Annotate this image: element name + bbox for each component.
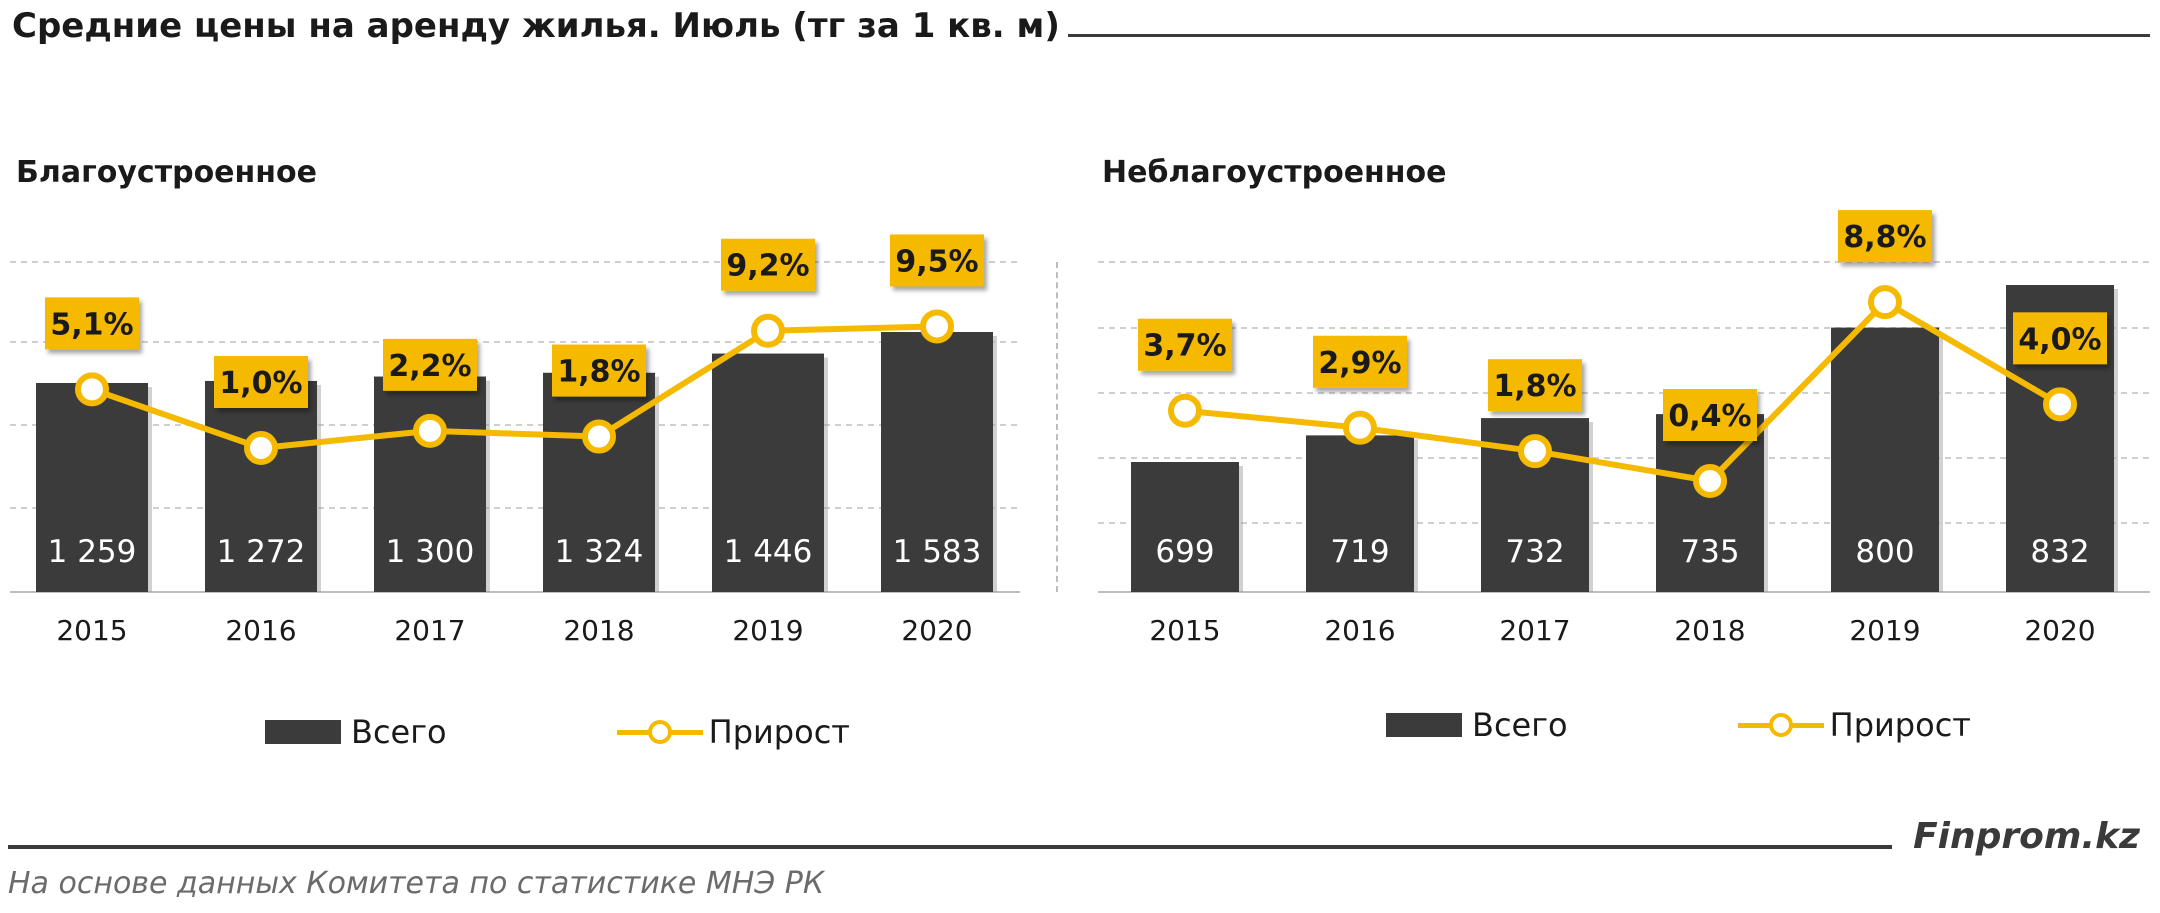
growth-label-badge — [2013, 312, 2107, 365]
bar-value-label: 1 446 — [724, 534, 813, 570]
brand-logo-text: Finprom.kz — [1913, 816, 2140, 857]
x-tick-label: 2015 — [1149, 614, 1220, 647]
x-tick-label: 2019 — [732, 614, 803, 647]
legend-bar-swatch — [265, 720, 341, 744]
legend-bar-label: Всего — [351, 713, 447, 751]
x-tick-label: 2020 — [2024, 614, 2095, 647]
growth-point — [413, 413, 447, 448]
x-tick-label: 2015 — [56, 614, 127, 647]
chart-panel-1: 1 259 2015 1 272 2016 1 300 2017 1 324 2018 1 44… — [10, 234, 1020, 647]
legend-line-label: Прирост — [1829, 706, 1971, 744]
growth-label-badge — [1138, 318, 1232, 371]
growth-point — [582, 419, 616, 454]
growth-label: 1,8% — [1493, 369, 1576, 404]
x-tick-label: 2020 — [901, 614, 972, 647]
growth-point — [920, 309, 954, 344]
growth-label: 9,2% — [726, 249, 809, 284]
growth-label-badge — [214, 356, 308, 408]
bar-value-label: 699 — [1155, 534, 1214, 570]
growth-label: 8,8% — [1843, 220, 1926, 255]
growth-label: 4,0% — [2018, 322, 2101, 357]
legend-right: Всего Прирост — [1386, 706, 1971, 744]
x-tick-label: 2017 — [394, 614, 465, 647]
x-tick-label: 2019 — [1849, 614, 1920, 647]
growth-label: 9,5% — [895, 244, 978, 279]
x-tick-label: 2016 — [225, 614, 296, 647]
bar-value-label: 1 272 — [217, 534, 306, 570]
growth-label-badge — [45, 297, 139, 350]
bar-value-label: 1 259 — [48, 534, 137, 570]
chart-main-title: Средние цены на аренду жилья. Июль (тг з… — [12, 6, 1060, 46]
legend-bar-swatch — [1386, 713, 1462, 737]
bar-2018 — [543, 372, 655, 592]
growth-label: 2,2% — [388, 349, 471, 384]
growth-label-badge — [383, 338, 477, 391]
x-tick-label: 2016 — [1324, 614, 1395, 647]
growth-point — [1343, 410, 1377, 445]
growth-label: 5,1% — [50, 307, 133, 342]
bar-2015 — [1131, 462, 1239, 592]
footer-rule — [8, 845, 1892, 849]
bar-2016 — [1306, 435, 1414, 592]
bar-value-label: 1 300 — [386, 534, 475, 570]
growth-label: 1,8% — [557, 355, 640, 390]
bar-value-label: 1 583 — [893, 534, 982, 570]
growth-point — [1868, 285, 1902, 320]
growth-line — [91, 323, 938, 451]
growth-line — [1184, 299, 2062, 484]
bar-2015 — [36, 383, 148, 592]
growth-label: 1,0% — [219, 366, 302, 401]
growth-label-badge — [552, 344, 646, 397]
x-tick-label: 2018 — [563, 614, 634, 647]
bar-value-label: 735 — [1680, 534, 1739, 570]
legend-line-label: Прирост — [708, 713, 850, 751]
growth-label: 3,7% — [1143, 329, 1226, 364]
panel-divider — [1056, 262, 1058, 592]
bar-value-label: 732 — [1505, 534, 1564, 570]
legend-line-swatch — [1737, 713, 1824, 737]
growth-point — [751, 313, 785, 348]
legend-bar-label: Всего — [1472, 706, 1568, 744]
x-tick-label: 2018 — [1674, 614, 1745, 647]
growth-label-badge — [890, 234, 984, 287]
x-tick-label: 2017 — [1499, 614, 1570, 647]
legend-line-swatch — [616, 720, 703, 744]
legend-left: Всего Прирост — [265, 713, 850, 751]
growth-label-badge — [1488, 359, 1582, 412]
bar-2019 — [1831, 327, 1939, 592]
bar-value-label: 832 — [2030, 534, 2089, 570]
growth-point — [1693, 464, 1727, 498]
bar-2016 — [205, 380, 317, 592]
title-rule — [1068, 34, 2150, 37]
growth-point — [75, 372, 109, 407]
growth-label: 2,9% — [1318, 346, 1401, 381]
growth-label-badge — [1313, 335, 1407, 388]
bar-2019 — [712, 353, 824, 592]
source-note: На основе данных Комитета по статистике … — [8, 866, 825, 901]
chart-panel-2: 699 2015 719 2016 732 2017 735 2018 800 2019 832 20… — [1098, 210, 2150, 647]
bar-2020 — [881, 332, 993, 592]
bar-value-label: 1 324 — [555, 534, 644, 570]
panel-title-right: Неблагоустроенное — [1102, 155, 1447, 190]
bar-value-label: 719 — [1330, 534, 1389, 570]
bar-value-label: 800 — [1855, 534, 1914, 570]
panel-title-left: Благоустроенное — [16, 155, 317, 190]
growth-label-badge — [721, 238, 815, 291]
bar-2017 — [374, 376, 486, 592]
growth-label-badge — [1663, 389, 1757, 441]
growth-label-badge — [1838, 210, 1932, 263]
growth-point — [2043, 387, 2077, 422]
growth-point — [1168, 393, 1202, 428]
growth-point — [244, 431, 278, 465]
growth-label: 0,4% — [1668, 399, 1751, 434]
growth-point — [1518, 434, 1552, 469]
